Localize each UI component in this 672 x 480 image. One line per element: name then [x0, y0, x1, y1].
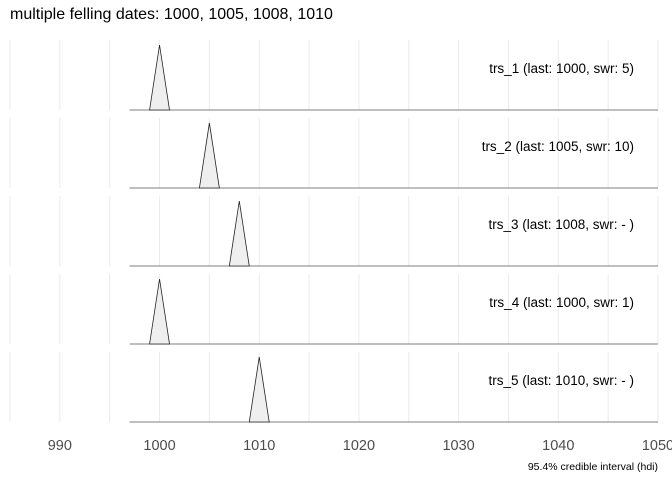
density-peak	[149, 44, 170, 111]
panel-1: trs_1 (last: 1000, swr: 5)	[129, 44, 658, 111]
x-tick-label: 1050	[642, 438, 672, 454]
x-tick-label: 1030	[442, 438, 474, 454]
x-tick-label: 1040	[542, 438, 574, 454]
panel-5: trs_5 (last: 1010, swr: - )	[129, 356, 658, 423]
density-peak	[248, 356, 270, 423]
panel-2: trs_2 (last: 1005, swr: 10)	[129, 122, 658, 189]
x-tick-label: 1000	[143, 438, 175, 454]
x-axis: 990 1000 1010 1020 1030 1040 1050	[48, 438, 672, 454]
series-label: trs_1 (last: 1000, swr: 5)	[489, 61, 634, 76]
density-peak	[198, 122, 220, 189]
density-peak	[228, 200, 250, 267]
panel-3: trs_3 (last: 1008, swr: - )	[129, 200, 658, 267]
series-label: trs_3 (last: 1008, swr: - )	[488, 217, 634, 232]
series-label: trs_2 (last: 1005, swr: 10)	[482, 139, 634, 154]
x-tick-label: 990	[48, 438, 72, 454]
panel-4: trs_4 (last: 1000, swr: 1)	[129, 278, 658, 345]
series-label: trs_4 (last: 1000, swr: 1)	[489, 295, 634, 310]
chart-title: multiple felling dates: 1000, 1005, 1008…	[10, 6, 333, 23]
chart-caption: 95.4% credible interval (hdi)	[528, 461, 658, 473]
panels: trs_1 (last: 1000, swr: 5) trs_2 (last: 1…	[129, 44, 658, 423]
density-peak	[149, 278, 170, 345]
series-label: trs_5 (last: 1010, swr: - )	[488, 373, 634, 388]
x-tick-label: 1010	[243, 438, 275, 454]
x-tick-label: 1020	[343, 438, 375, 454]
